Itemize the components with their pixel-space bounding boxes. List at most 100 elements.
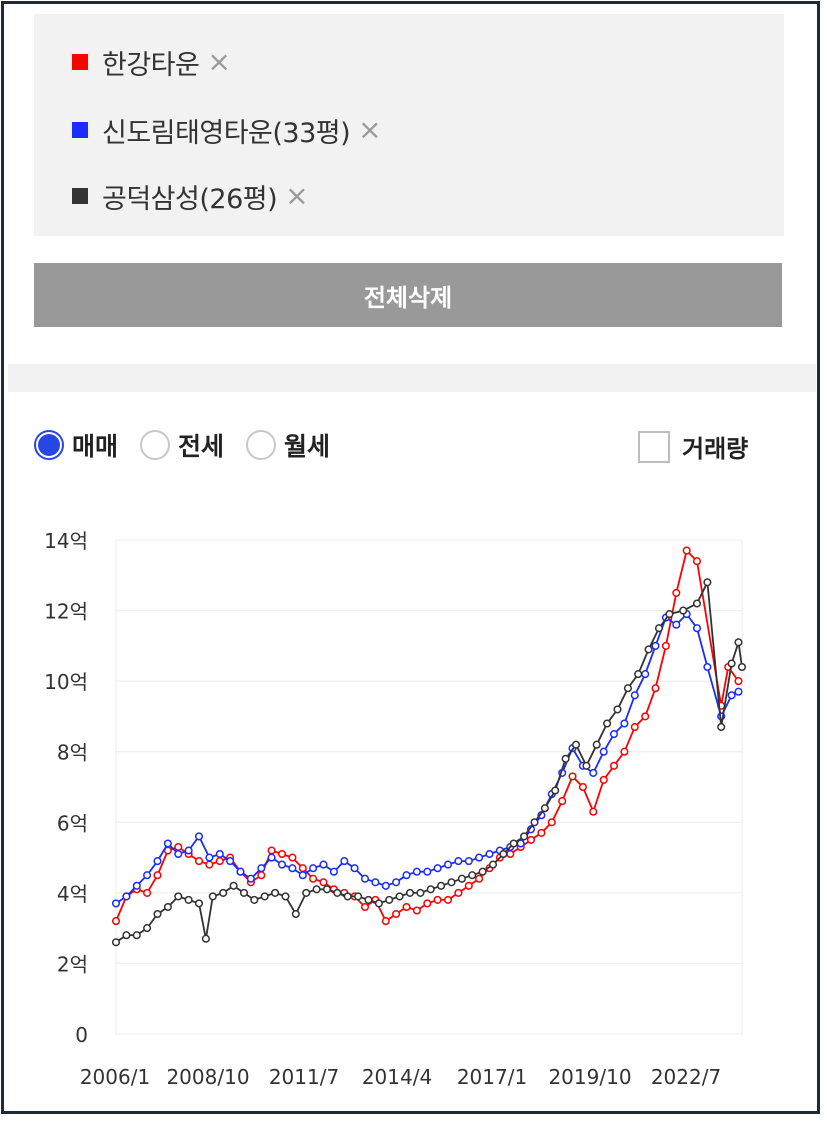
data-point — [143, 888, 152, 897]
data-point — [623, 684, 632, 693]
series-color-swatch — [72, 122, 88, 138]
data-point — [205, 853, 214, 862]
data-point — [215, 857, 224, 866]
data-point — [298, 871, 307, 880]
data-point — [703, 578, 712, 587]
chip-sindorim-taeyoung: 신도림태영타운(33평) × — [72, 110, 382, 150]
data-point — [433, 864, 442, 873]
data-point — [423, 867, 432, 876]
data-point — [589, 768, 598, 777]
data-point — [257, 871, 266, 880]
data-point — [551, 786, 560, 795]
data-point — [734, 677, 743, 686]
radio-label: 전세 — [178, 432, 225, 461]
data-point — [692, 624, 702, 633]
data-point — [239, 888, 249, 897]
trade-type-radio-group: 매매 전세 월세 — [34, 425, 352, 465]
data-point — [416, 888, 425, 897]
data-point — [329, 867, 338, 876]
data-point — [578, 782, 587, 792]
chip-hangang-town: 한강타운 × — [72, 42, 231, 82]
price-line-chart: 0 2억 4억 6억 8억 10억 12억 14억 2006/1 2008/10 2011/7 201… — [44, 529, 747, 1089]
data-point — [343, 892, 352, 901]
data-point — [641, 712, 650, 721]
data-point — [288, 864, 297, 873]
data-point — [509, 839, 518, 848]
data-point — [309, 874, 318, 883]
data-point — [443, 860, 453, 869]
data-point — [599, 775, 608, 784]
volume-checkbox[interactable] — [638, 430, 670, 463]
data-point — [319, 878, 328, 887]
data-point — [260, 892, 269, 901]
radio-monthly-rent[interactable]: 월세 — [246, 427, 330, 463]
data-point — [499, 849, 508, 859]
data-point — [277, 860, 287, 869]
data-point — [651, 641, 660, 650]
data-point — [717, 722, 726, 732]
data-point — [371, 878, 380, 887]
chip-label: 신도림태영타운(33평) — [102, 117, 351, 149]
data-point — [174, 849, 183, 859]
data-point — [309, 864, 318, 873]
volume-toggle[interactable]: 거래량 — [638, 429, 748, 464]
radio-jeonse[interactable]: 전세 — [140, 427, 224, 463]
data-point — [111, 899, 121, 908]
data-point — [374, 899, 383, 908]
y-tick-label: 12억 — [44, 600, 88, 624]
data-point — [644, 645, 653, 654]
x-tick-label: 2008/10 — [166, 1065, 249, 1089]
remove-icon[interactable]: × — [285, 179, 309, 212]
data-point — [360, 874, 370, 883]
x-tick-label: 2017/1 — [457, 1065, 527, 1089]
data-point — [561, 754, 570, 763]
data-point — [153, 857, 162, 866]
radio-sale[interactable]: 매매 — [34, 427, 118, 463]
data-point — [478, 867, 487, 876]
remove-icon[interactable]: × — [358, 113, 382, 146]
data-point — [620, 719, 629, 728]
data-point — [208, 892, 217, 901]
data-point — [364, 895, 373, 904]
series-color-swatch — [72, 54, 88, 70]
data-point — [153, 909, 162, 919]
data-point — [599, 747, 608, 756]
data-point — [412, 867, 421, 876]
chip-gongdeok-samsung: 공덕삼성(26평) × — [72, 176, 309, 216]
data-point — [122, 892, 131, 901]
data-point — [443, 895, 453, 904]
data-point — [433, 895, 442, 904]
data-point — [281, 892, 290, 901]
data-point — [727, 659, 736, 668]
data-point — [163, 902, 172, 912]
data-point — [568, 772, 577, 781]
data-point — [672, 588, 681, 597]
y-tick-label: 6억 — [57, 811, 88, 835]
remove-icon[interactable]: × — [207, 45, 231, 78]
data-point — [651, 684, 660, 693]
data-point — [298, 864, 307, 873]
data-point — [468, 871, 477, 880]
data-point — [485, 849, 494, 859]
data-point — [205, 860, 214, 869]
data-point — [111, 917, 121, 926]
data-point — [354, 892, 363, 901]
delete-all-button[interactable]: 전체삭제 — [34, 263, 782, 327]
data-point — [547, 818, 556, 827]
data-point — [672, 620, 681, 629]
data-point — [520, 832, 529, 841]
data-point — [734, 638, 743, 647]
x-tick-label: 2006/1 — [80, 1065, 150, 1089]
data-point — [475, 874, 484, 883]
x-tick-label: 2011/7 — [269, 1065, 339, 1089]
data-point — [350, 864, 359, 873]
data-point — [609, 730, 619, 739]
data-point — [589, 807, 598, 816]
data-point — [132, 881, 141, 890]
radio-unselected-icon — [246, 430, 277, 460]
y-tick-label: 0 — [75, 1023, 88, 1047]
data-point — [319, 860, 328, 869]
data-point — [592, 740, 601, 749]
data-point — [322, 885, 332, 894]
data-point — [236, 867, 245, 876]
